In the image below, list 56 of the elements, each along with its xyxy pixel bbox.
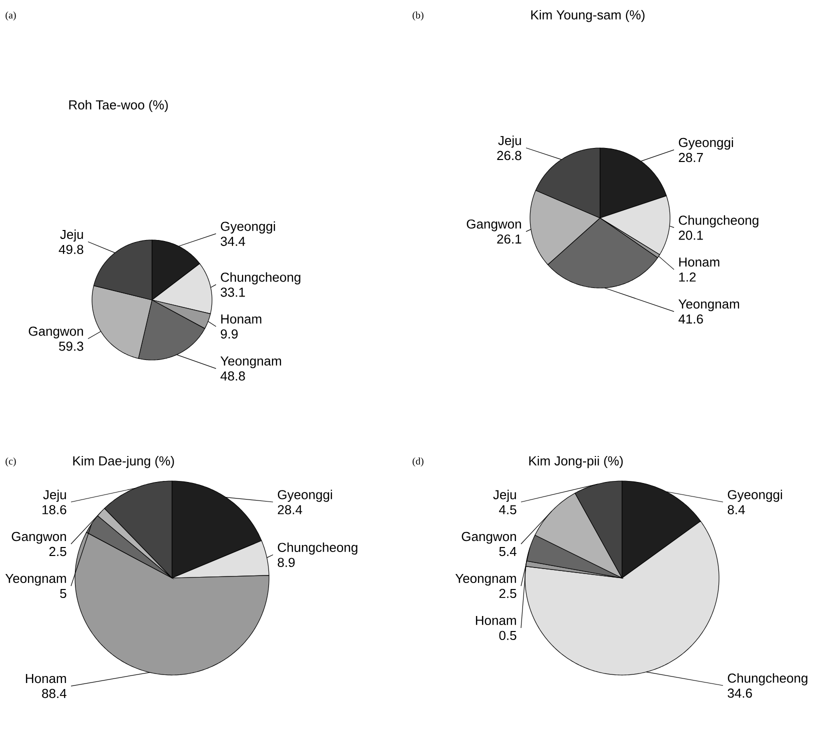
- slice-label: Gangwon: [28, 326, 83, 338]
- text: (d): [412, 457, 424, 467]
- data-label: 41.6: [678, 314, 703, 324]
- data-label: 20.1: [678, 230, 703, 240]
- data-label: 8.9: [278, 558, 295, 568]
- data-label: 0.5: [499, 630, 516, 640]
- slice-label: Jeju: [43, 490, 66, 502]
- slice-label: Yeongnam: [455, 574, 516, 586]
- chart-title: Roh Tae-woo (%): [69, 100, 168, 112]
- slice-label: Honam: [221, 314, 262, 324]
- slice-label: Gyeonggi: [220, 221, 275, 234]
- data-label: 5.4: [499, 547, 516, 556]
- data-label: 49.8: [58, 244, 84, 254]
- data-label: 2.5: [49, 546, 66, 556]
- slice-label: Gyeonggi: [278, 490, 332, 502]
- slice-label: Honam: [26, 674, 66, 684]
- slice-label: Chungcheong: [728, 673, 808, 686]
- data-label: 8.4: [728, 505, 745, 514]
- slice-label: Jeju: [493, 490, 516, 502]
- slice-label: Honam: [476, 616, 516, 626]
- slice-label: Gangwon: [462, 532, 516, 544]
- slice-label: Chungcheong: [678, 215, 758, 228]
- data-label: 88.4: [42, 688, 66, 698]
- slice-label: Chungcheong: [278, 542, 358, 555]
- chart-title: Kim Young-sam (%): [531, 10, 644, 22]
- data-label: 26.8: [497, 150, 522, 160]
- slice-label: Gyeonggi: [728, 490, 782, 502]
- slice-label: Gangwon: [466, 219, 521, 232]
- data-label: 4.5: [499, 505, 516, 514]
- data-label: 18.6: [42, 505, 66, 514]
- data-label: 9.9: [220, 329, 238, 339]
- data-label: 1.2: [679, 272, 696, 282]
- data-label: 34.6: [728, 688, 752, 698]
- text: (a): [6, 11, 16, 21]
- slice-label: Jeju: [60, 229, 83, 242]
- slice-label: Yeongnam: [5, 574, 66, 586]
- text: (b): [412, 11, 424, 21]
- slice-label: Jeju: [498, 136, 521, 148]
- slice-label: Gangwon: [12, 532, 66, 544]
- data-label: 28.4: [278, 505, 302, 514]
- data-label: 48.8: [220, 371, 245, 381]
- data-label: 34.4: [220, 236, 246, 246]
- chart-title: Kim Jong-pii (%): [529, 456, 623, 468]
- slice-label: Yeongnam: [678, 300, 740, 312]
- slice-label: Gyeonggi: [678, 138, 733, 150]
- data-label: 2.5: [499, 588, 516, 598]
- data-label: 59.3: [59, 342, 84, 351]
- data-label: 5: [60, 588, 66, 598]
- data-label: 33.1: [220, 288, 245, 297]
- chart-title: Kim Dae-jung (%): [73, 456, 174, 468]
- slice-label: Yeongnam: [220, 356, 282, 368]
- slice-label: Honam: [679, 258, 720, 267]
- slice-label: Chungcheong: [220, 272, 300, 284]
- text: (c): [6, 457, 16, 467]
- data-label: 26.1: [497, 234, 522, 244]
- data-label: 28.7: [678, 152, 703, 162]
